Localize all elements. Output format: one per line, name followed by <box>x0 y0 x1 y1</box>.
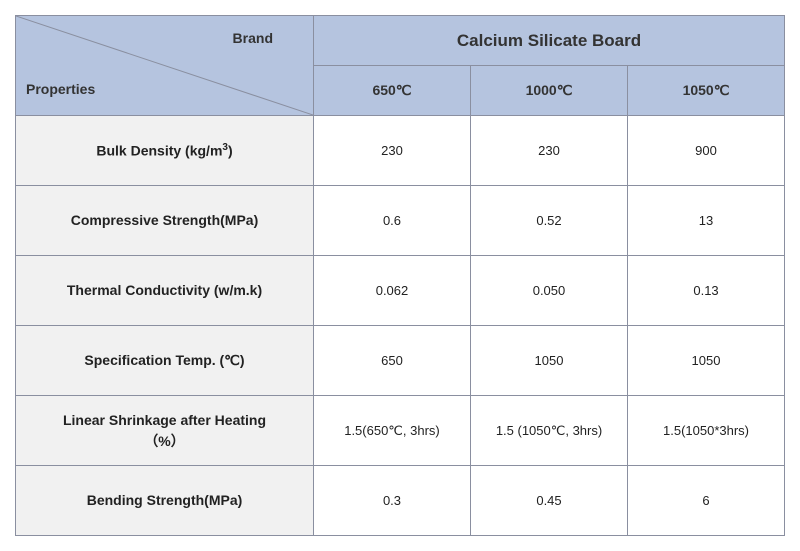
data-cell: 1.5(1050*3hrs) <box>628 396 785 466</box>
table-row: Bulk Density (kg/m3)230230900 <box>16 116 785 186</box>
row-label: Linear Shrinkage after Heating（%） <box>16 396 314 466</box>
data-cell: 1.5(650℃, 3hrs) <box>314 396 471 466</box>
col-header-2: 1050℃ <box>628 66 785 116</box>
data-cell: 0.3 <box>314 466 471 536</box>
brand-title: Calcium Silicate Board <box>314 16 785 66</box>
data-cell: 230 <box>314 116 471 186</box>
data-cell: 0.13 <box>628 256 785 326</box>
data-cell: 1050 <box>471 326 628 396</box>
row-label: Bulk Density (kg/m3) <box>16 116 314 186</box>
table-row: Thermal Conductivity (w/m.k)0.0620.0500.… <box>16 256 785 326</box>
row-label: Thermal Conductivity (w/m.k) <box>16 256 314 326</box>
table-row: Compressive Strength(MPa)0.60.5213 <box>16 186 785 256</box>
data-cell: 0.52 <box>471 186 628 256</box>
properties-label: Properties <box>26 81 95 97</box>
corner-cell: Brand Properties <box>16 16 314 116</box>
data-cell: 1.5 (1050℃, 3hrs) <box>471 396 628 466</box>
table-row: Linear Shrinkage after Heating（%）1.5(650… <box>16 396 785 466</box>
col-header-1: 1000℃ <box>471 66 628 116</box>
data-cell: 0.062 <box>314 256 471 326</box>
specifications-table: Brand Properties Calcium Silicate Board … <box>15 15 785 536</box>
row-label: Specification Temp. (℃) <box>16 326 314 396</box>
data-cell: 6 <box>628 466 785 536</box>
col-header-0: 650℃ <box>314 66 471 116</box>
brand-label: Brand <box>233 30 273 46</box>
data-cell: 0.6 <box>314 186 471 256</box>
row-label: Compressive Strength(MPa) <box>16 186 314 256</box>
data-cell: 0.45 <box>471 466 628 536</box>
data-cell: 900 <box>628 116 785 186</box>
data-cell: 230 <box>471 116 628 186</box>
table-body: Bulk Density (kg/m3)230230900Compressive… <box>16 116 785 536</box>
data-cell: 0.050 <box>471 256 628 326</box>
table-row: Bending Strength(MPa)0.30.456 <box>16 466 785 536</box>
data-cell: 13 <box>628 186 785 256</box>
table-row: Specification Temp. (℃)65010501050 <box>16 326 785 396</box>
data-cell: 650 <box>314 326 471 396</box>
data-cell: 1050 <box>628 326 785 396</box>
row-label: Bending Strength(MPa) <box>16 466 314 536</box>
